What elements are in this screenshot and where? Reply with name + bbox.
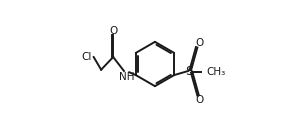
Text: O: O (195, 95, 204, 105)
Text: CH₃: CH₃ (206, 67, 225, 77)
Text: O: O (109, 26, 117, 36)
Text: O: O (195, 38, 204, 48)
Text: Cl: Cl (81, 52, 92, 62)
Text: NH: NH (119, 72, 134, 82)
Text: S: S (186, 65, 194, 78)
